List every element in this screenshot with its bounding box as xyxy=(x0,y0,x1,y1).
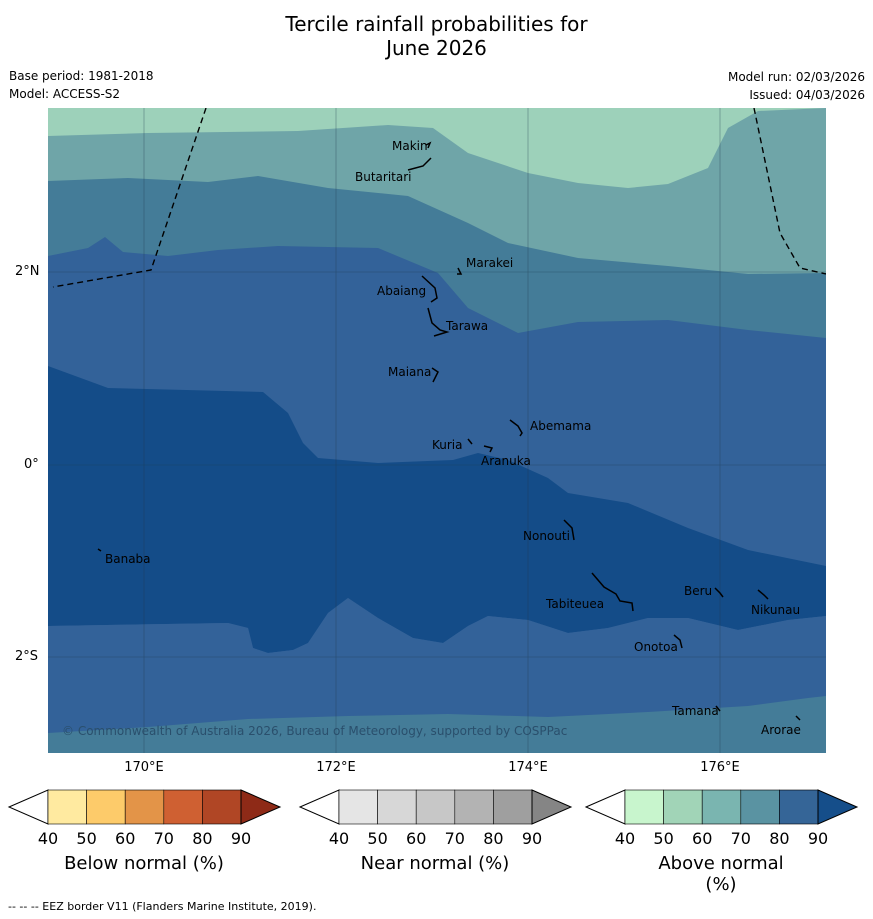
colorbar-above-tick: 60 xyxy=(692,829,713,848)
colorbar-below-tick: 70 xyxy=(153,829,174,848)
model-name: Model: ACCESS-S2 xyxy=(9,87,121,101)
colorbars xyxy=(7,789,859,825)
colorbar-above xyxy=(584,789,859,825)
island-label-arorae: Arorae xyxy=(761,723,801,737)
colorbar-above-tick: 80 xyxy=(769,829,790,848)
lat-label-0: 0° xyxy=(24,457,39,472)
island-label-marakei: Marakei xyxy=(466,256,514,270)
colorbar-label-below: Below normal (%) xyxy=(64,853,224,874)
colorbar-near-tick: 60 xyxy=(406,829,427,848)
colorbar-above-tick: 70 xyxy=(730,829,751,848)
colorbar-label-near: Near normal (%) xyxy=(360,853,510,874)
eez-legend-footnote: -- -- -- EEZ border V11 (Flanders Marine… xyxy=(8,900,317,913)
island-label-kuria: Kuria xyxy=(432,438,463,452)
copyright-notice: © Commonwealth of Australia 2026, Bureau… xyxy=(62,724,568,738)
eez-border xyxy=(52,108,826,288)
island-label-nonouti: Nonouti xyxy=(523,529,570,543)
lon-label-176e: 176°E xyxy=(700,760,740,775)
island-label-makin: Makin xyxy=(392,139,428,153)
issued-date: Issued: 04/03/2026 xyxy=(749,88,865,102)
map-title: Tercile rainfall probabilities for June … xyxy=(0,12,873,60)
model-run: Model run: 02/03/2026 xyxy=(727,70,865,84)
colorbar-below-segment xyxy=(47,789,87,825)
colorbar-above-segment xyxy=(701,789,742,825)
colorbar-below-segment xyxy=(124,789,165,825)
colorbar-near-tick: 50 xyxy=(367,829,388,848)
graticule xyxy=(48,108,826,753)
colorbar-near xyxy=(298,789,573,825)
colorbar-below-low-extend xyxy=(7,789,49,825)
lon-label-174e: 174°E xyxy=(508,760,548,775)
colorbar-below-tick: 40 xyxy=(37,829,59,848)
colorbar-label-above: Above normal (%) xyxy=(658,853,784,895)
island-label-beru: Beru xyxy=(684,584,713,598)
band-lower-70-80 xyxy=(48,696,826,753)
colorbar-near-tick: 70 xyxy=(444,829,465,848)
colorbar-near-segment xyxy=(338,789,378,825)
colorbar-above-tick: 50 xyxy=(653,829,674,848)
colorbar-near-segment xyxy=(454,789,494,825)
colorbar-below-segment xyxy=(86,789,126,825)
colorbar-near-segment xyxy=(415,789,456,825)
probability-map xyxy=(48,108,826,753)
colorbar-near-segment xyxy=(493,789,533,825)
title-line-2: June 2026 xyxy=(386,36,487,60)
colorbar-above-tick: 90 xyxy=(807,829,829,848)
island-label-butaritari: Butaritari xyxy=(355,170,412,184)
island-label-banaba: Banaba xyxy=(105,552,151,566)
band-90-plus xyxy=(48,366,826,653)
colorbar-above-tick: 40 xyxy=(614,829,636,848)
colorbar-below-tick: 90 xyxy=(230,829,252,848)
colorbar-below-tick: 50 xyxy=(76,829,97,848)
colorbar-above-segment xyxy=(779,789,819,825)
colorbar-below-high-extend xyxy=(240,789,282,825)
colorbar-above-segment xyxy=(663,789,703,825)
colorbar-below-segment xyxy=(163,789,203,825)
colorbar-above-low-extend xyxy=(584,789,626,825)
colorbar-near-low-extend xyxy=(298,789,340,825)
island-label-abaiang: Abaiang xyxy=(377,284,427,298)
colorbar-below-tick: 60 xyxy=(115,829,136,848)
island-label-tamana: Tamana xyxy=(672,704,719,718)
colorbar-near-tick: 40 xyxy=(328,829,350,848)
colorbar-below-segment xyxy=(202,789,242,825)
lat-label-2n: 2°N xyxy=(15,264,40,279)
island-label-aranuka: Aranuka xyxy=(481,454,531,468)
colorbar-above-segment xyxy=(740,789,780,825)
island-label-abemama: Abemama xyxy=(530,419,592,433)
lon-label-170e: 170°E xyxy=(124,760,164,775)
base-period: Base period: 1981-2018 xyxy=(9,69,154,83)
colorbar-below-tick: 80 xyxy=(192,829,213,848)
colorbar-near-tick: 80 xyxy=(483,829,504,848)
colorbar-near-segment xyxy=(377,789,417,825)
colorbar-near-tick: 90 xyxy=(521,829,543,848)
island-label-tarawa: Tarawa xyxy=(446,319,489,333)
colorbar-above-segment xyxy=(624,789,664,825)
colorbar-above-high-extend xyxy=(817,789,859,825)
colorbar-below xyxy=(7,789,282,825)
island-label-maiana: Maiana xyxy=(388,365,432,379)
island-label-onotoa: Onotoa xyxy=(634,640,678,654)
island-label-tabiteuea: Tabiteuea xyxy=(546,597,605,611)
title-line-1: Tercile rainfall probabilities for xyxy=(285,12,588,36)
island-outlines xyxy=(97,141,801,721)
island-label-nikunau: Nikunau xyxy=(751,603,801,617)
lon-label-172e: 172°E xyxy=(316,760,356,775)
map-canvas xyxy=(48,108,826,753)
colorbar-near-high-extend xyxy=(531,789,573,825)
lat-label-2s: 2°S xyxy=(15,649,39,664)
